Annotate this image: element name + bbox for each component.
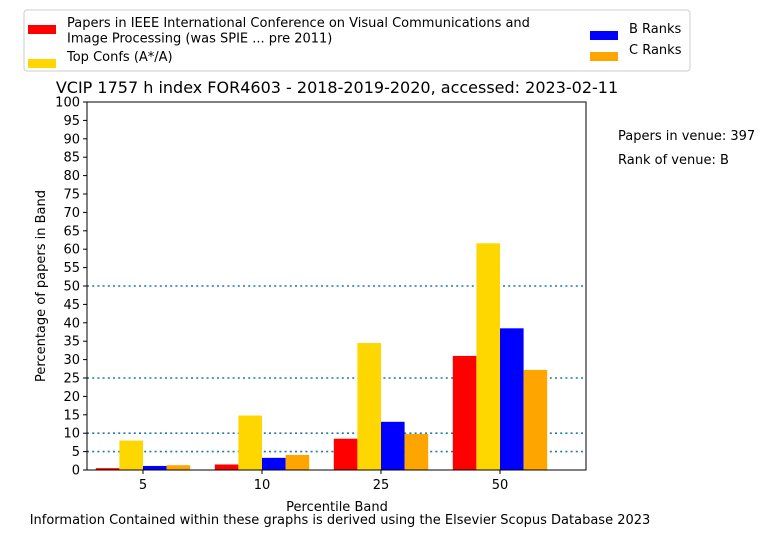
legend-items: Papers in IEEE International Conference … xyxy=(28,16,682,68)
x-tick-label: 25 xyxy=(373,478,390,493)
chart-title: VCIP 1757 h index FOR4603 - 2018-2019-20… xyxy=(56,78,618,97)
legend: Papers in IEEE International Conference … xyxy=(23,9,691,72)
y-tick-label: 40 xyxy=(63,316,80,331)
y-tick-label: 0 xyxy=(72,464,80,479)
bar-b-50 xyxy=(500,328,524,470)
y-tick-label: 15 xyxy=(63,408,80,423)
y-axis-label: Percentage of papers in Band xyxy=(34,190,49,382)
bar-papers-10 xyxy=(214,464,239,470)
legend-swatch xyxy=(28,59,56,68)
y-tick-label: 45 xyxy=(63,298,80,313)
legend-frame xyxy=(23,9,691,72)
legend-label: Papers in IEEE International Conference … xyxy=(67,16,530,31)
x-axis: 5 10 25 50 xyxy=(139,470,508,493)
legend-label: C Ranks xyxy=(629,43,682,58)
legend-label: Top Confs (A*/A) xyxy=(66,50,173,65)
legend-label: Image Processing (was SPIE ... pre 2011) xyxy=(67,32,332,47)
bar-c-25 xyxy=(404,433,429,470)
bar-c-50 xyxy=(523,369,548,470)
legend-swatch xyxy=(28,25,56,34)
x-tick-label: 10 xyxy=(254,478,271,493)
y-tick-label: 55 xyxy=(63,261,80,276)
y-tick-label: 5 xyxy=(72,445,80,460)
footer-note: Information Contained within these graph… xyxy=(30,513,651,528)
bar-b-25 xyxy=(381,421,405,470)
y-tick-label: 85 xyxy=(63,151,80,166)
bar-papers-5 xyxy=(95,468,120,470)
y-axis: 0 5 10 15 20 25 30 35 40 45 50 55 60 65 70 75 80 85 90 95 10… xyxy=(55,96,87,479)
y-tick-label: 25 xyxy=(63,372,80,387)
bar-top-10 xyxy=(238,415,262,470)
x-tick-label: 50 xyxy=(492,478,509,493)
y-tick-label: 100 xyxy=(55,96,80,111)
y-tick-label: 80 xyxy=(63,169,80,184)
y-tick-label: 30 xyxy=(63,353,80,368)
y-tick-label: 70 xyxy=(63,206,80,221)
legend-label: B Ranks xyxy=(629,22,682,37)
y-tick-label: 90 xyxy=(63,132,80,147)
bar-c-5 xyxy=(166,465,191,470)
y-tick-label: 20 xyxy=(63,390,80,405)
y-tick-label: 60 xyxy=(63,243,80,258)
bar-top-25 xyxy=(357,343,381,470)
y-tick-label: 95 xyxy=(63,114,80,129)
x-tick-label: 5 xyxy=(139,478,147,493)
legend-swatch xyxy=(590,31,618,40)
y-tick-label: 35 xyxy=(63,335,80,350)
bar-b-10 xyxy=(262,457,286,470)
y-tick-label: 50 xyxy=(63,280,80,295)
bars xyxy=(95,243,548,470)
bar-top-5 xyxy=(119,440,143,470)
bar-papers-25 xyxy=(333,438,358,470)
x-axis-label: Percentile Band xyxy=(286,500,388,515)
bar-c-10 xyxy=(285,454,310,470)
y-tick-label: 10 xyxy=(63,427,80,442)
annotation-rank-of-venue: Rank of venue: B xyxy=(618,153,729,168)
y-tick-label: 65 xyxy=(63,224,80,239)
bar-top-50 xyxy=(476,243,500,470)
bar-b-5 xyxy=(143,465,167,470)
legend-swatch xyxy=(590,52,618,61)
y-tick-label: 75 xyxy=(63,188,80,203)
annotation-papers-in-venue: Papers in venue: 397 xyxy=(618,129,755,144)
bar-papers-50 xyxy=(452,355,477,470)
